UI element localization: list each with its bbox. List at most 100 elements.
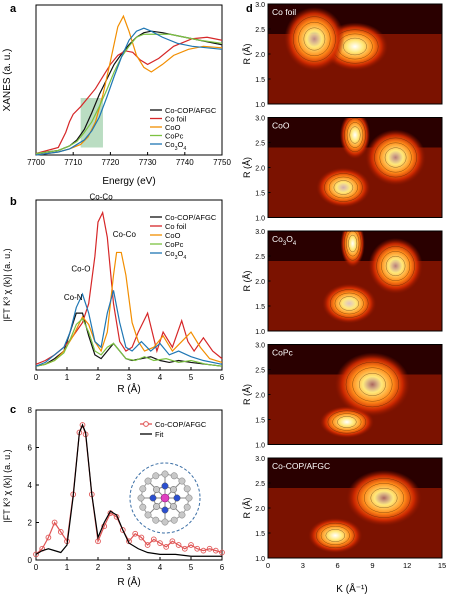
y-tick-label: 2.0: [255, 279, 265, 286]
x-tick-label: 0: [34, 373, 39, 382]
contour-line: [346, 231, 360, 257]
contour-line: [376, 246, 415, 286]
molecule-structure-inset: [129, 462, 201, 534]
series-line-1: [35, 423, 222, 557]
x-tick-label: 5: [189, 563, 194, 572]
contour-line: [370, 488, 398, 509]
data-point: [138, 534, 145, 541]
legend-entry: Co3O4: [165, 249, 186, 261]
x-tick-label: 4: [158, 373, 163, 382]
panel-a-ylabel: XANES (a. u.): [2, 49, 13, 112]
y-tick-label: 2.5: [255, 481, 265, 488]
wavelet-map-3: CoPc 1.0 1.5 2.0 2.5 3.0 R (Å): [242, 343, 443, 450]
wavelet-map-1: CoO 1.0 1.5 2.0 2.5 3.0 R (Å): [242, 116, 443, 223]
y-tick-label: 8: [28, 406, 33, 415]
x-tick-label: 6: [220, 563, 225, 572]
contour-line: [328, 176, 358, 199]
panel-a-xlabel: Energy (eV): [102, 176, 155, 187]
contour-line: [298, 22, 331, 56]
peak-annotation: Co-Co: [90, 192, 114, 201]
panel-d-wavelet-maps: d R (Å) K (Å⁻¹) Co foil1.01.52.02.53.0Co…: [242, 2, 446, 595]
contour-line: [303, 27, 326, 51]
legend-entry: CoPc: [165, 132, 184, 141]
panel-b-ft-chart: b |FT K³ χ (k)| (a. u.) R (Å) 0 1 2 3 4 5 6 Co…: [2, 192, 225, 395]
panel-letter-c: c: [10, 404, 16, 416]
data-point: [33, 551, 39, 558]
legend-entry: Co-COP/AFGC: [165, 106, 217, 115]
x-tick-label: 7740: [176, 158, 194, 167]
peak-annotation: Co-Co: [113, 230, 137, 239]
contour-line: [379, 142, 412, 173]
contour-line: [349, 126, 361, 144]
panel-a-frame: [35, 4, 223, 156]
wavelet-map-0: Co foil 1.0 1.5 2.0 2.5 3.0: [255, 2, 443, 109]
contour-line: [329, 289, 369, 318]
map-label: CoO: [272, 121, 290, 131]
y-tick-label: 2.5: [255, 141, 265, 148]
y-tick-label: 2: [28, 519, 33, 528]
x-tick-label: 0: [266, 561, 270, 570]
data-point: [212, 547, 219, 554]
data-point: [181, 545, 188, 552]
x-tick-label: 1: [65, 563, 70, 572]
panel-letter-b: b: [10, 196, 17, 208]
x-tick-label: 7730: [139, 158, 157, 167]
y-tick-label: 1.0: [255, 216, 265, 223]
legend-entry: CoO: [165, 231, 181, 240]
y-tick-label: 2.0: [255, 166, 265, 173]
x-tick-label: 3: [301, 561, 305, 570]
x-tick-label: 7700: [27, 158, 45, 167]
panel-letter-a: a: [10, 3, 17, 15]
heat-spot: [365, 129, 426, 186]
panel-b-ylabel: |FT K³ χ (k)| (a. u.): [2, 248, 12, 321]
contour-line: [316, 522, 355, 549]
contour-line: [293, 16, 336, 62]
y-tick-label: 1.5: [255, 418, 265, 425]
data-point: [206, 545, 213, 552]
y-tick-label: 1.5: [255, 191, 265, 198]
x-tick-label: 3: [127, 563, 132, 572]
map-ylabel: R (Å): [242, 498, 252, 519]
series-line-2: [35, 251, 223, 367]
panel-c-ylabel: |FT K³ χ (k)| (a. u.): [2, 449, 12, 522]
x-tick-label: 3: [127, 373, 132, 382]
heat-spot: [339, 117, 371, 159]
y-tick-label: 3.0: [255, 229, 265, 236]
contour-line: [344, 231, 362, 261]
y-tick-label: 1.5: [255, 531, 265, 538]
panel-b-annotations: Co-Co Co-Co Co-O Co-N: [64, 192, 137, 302]
contour-line: [346, 122, 364, 148]
contour-line: [332, 413, 362, 431]
contour-line: [348, 234, 358, 253]
y-tick-label: 1.5: [255, 304, 265, 311]
map-label: Co foil: [272, 7, 296, 17]
contour-line: [352, 367, 393, 402]
x-tick-label: 9: [370, 561, 374, 570]
series-line-3: [35, 317, 223, 367]
series-line-4: [35, 290, 223, 367]
panel-a-series: [35, 14, 223, 156]
x-tick-label: 12: [403, 561, 411, 570]
x-tick-label: 2: [96, 373, 101, 382]
y-tick-label: 3.0: [255, 456, 265, 463]
heat-spot: [346, 470, 422, 526]
map-ylabel: R (Å): [242, 157, 252, 178]
x-tick-label: 6: [220, 373, 225, 382]
data-point: [144, 542, 151, 548]
y-tick-label: 1.0: [255, 443, 265, 450]
panel-a-xanes-chart: a XANES (a. u.) Energy (eV) 7700 7710 7720…: [2, 3, 231, 187]
legend-entry: CoO: [165, 123, 181, 132]
contour-line: [320, 526, 350, 545]
legend-entry: Co foil: [165, 222, 187, 231]
y-tick-label: 3.0: [255, 2, 265, 9]
contour-line: [357, 478, 411, 518]
y-tick-label: 3.0: [255, 343, 265, 350]
contour-line: [385, 256, 406, 277]
x-tick-label: 5: [189, 373, 194, 382]
map-label: CoPc: [272, 348, 294, 358]
x-tick-label: 0: [34, 563, 39, 572]
map-label: Co-COP/AFGC: [272, 461, 330, 471]
data-point: [169, 538, 176, 545]
contour-line: [374, 137, 417, 178]
